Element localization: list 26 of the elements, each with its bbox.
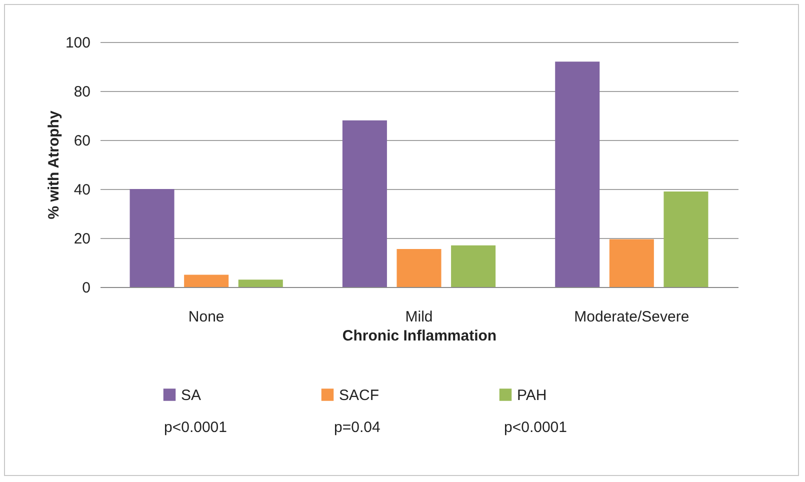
x-tick-label: Moderate/Severe	[574, 308, 690, 326]
bar	[451, 245, 496, 287]
x-tick-label: Mild	[405, 308, 433, 326]
bar	[609, 239, 654, 287]
bar	[396, 249, 442, 287]
bar	[342, 120, 387, 287]
text: p<0.0001	[164, 419, 227, 436]
bar	[238, 280, 283, 287]
y-tick-label: 80	[74, 84, 90, 100]
x-tick-label: None	[188, 308, 224, 326]
bar	[664, 191, 708, 287]
y-tick-label: 0	[82, 280, 90, 296]
x-axis-title: Chronic Inflammation	[342, 328, 497, 344]
legend-label: SACF	[339, 386, 380, 404]
legend-label: PAH	[517, 386, 547, 404]
legend-label: SA	[181, 386, 202, 404]
bar	[555, 62, 600, 287]
y-axis-title: % with Atrophy	[45, 110, 62, 220]
y-tick-label: 40	[74, 182, 90, 198]
y-tick-label: 100	[65, 34, 90, 52]
text: p=0.04	[334, 419, 380, 436]
y-tick-label: 20	[74, 230, 90, 248]
text: p<0.0001	[504, 419, 567, 436]
bar	[184, 274, 229, 287]
bar	[130, 189, 174, 287]
y-tick-label: 60	[74, 132, 90, 150]
